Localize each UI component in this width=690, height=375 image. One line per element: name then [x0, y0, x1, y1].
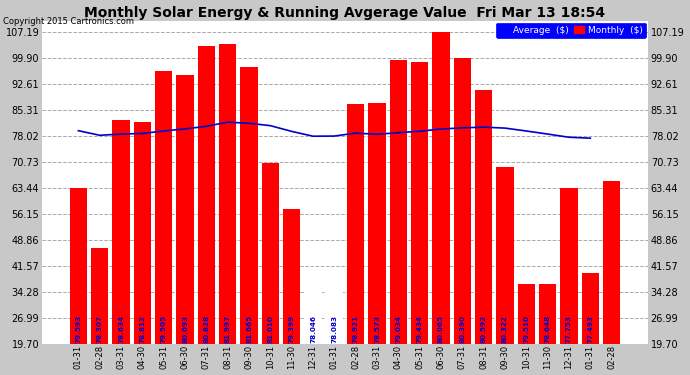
- Bar: [496, 166, 514, 375]
- Text: 79.593: 79.593: [75, 315, 81, 343]
- Text: 81.997: 81.997: [225, 315, 230, 343]
- Bar: [134, 122, 151, 375]
- Text: 77.753: 77.753: [566, 315, 572, 343]
- Text: 78.046: 78.046: [310, 315, 316, 343]
- Bar: [347, 104, 364, 375]
- Text: 80.322: 80.322: [502, 315, 508, 343]
- Bar: [283, 209, 300, 375]
- Bar: [539, 284, 556, 375]
- Text: 79.434: 79.434: [417, 315, 423, 343]
- Text: 79.399: 79.399: [288, 315, 295, 343]
- Bar: [262, 163, 279, 375]
- Text: 78.812: 78.812: [139, 315, 146, 343]
- Bar: [91, 249, 108, 375]
- Text: 81.665: 81.665: [246, 315, 252, 343]
- Text: 80.390: 80.390: [460, 315, 465, 343]
- Text: 78.921: 78.921: [353, 315, 359, 343]
- Text: 79.505: 79.505: [161, 315, 167, 343]
- Bar: [326, 284, 343, 375]
- Bar: [603, 181, 620, 375]
- Bar: [304, 291, 322, 375]
- Text: Copyright 2015 Cartronics.com: Copyright 2015 Cartronics.com: [3, 17, 135, 26]
- Bar: [390, 60, 407, 375]
- Text: 81.010: 81.010: [267, 315, 273, 343]
- Bar: [112, 120, 130, 375]
- Bar: [240, 67, 258, 375]
- Bar: [219, 44, 237, 375]
- Text: 78.648: 78.648: [544, 315, 551, 343]
- Text: 77.493: 77.493: [587, 315, 593, 343]
- Legend: Average  ($), Monthly  ($): Average ($), Monthly ($): [495, 22, 646, 38]
- Bar: [411, 62, 428, 375]
- Bar: [368, 102, 386, 375]
- Text: 79.510: 79.510: [523, 315, 529, 343]
- Text: 78.083: 78.083: [331, 315, 337, 343]
- Bar: [176, 75, 194, 375]
- Bar: [197, 46, 215, 375]
- Text: 80.065: 80.065: [438, 315, 444, 343]
- Title: Monthly Solar Energy & Running Avgerage Value  Fri Mar 13 18:54: Monthly Solar Energy & Running Avgerage …: [84, 6, 606, 20]
- Text: 80.093: 80.093: [182, 315, 188, 343]
- Bar: [582, 273, 599, 375]
- Text: 78.307: 78.307: [97, 315, 103, 343]
- Bar: [560, 188, 578, 375]
- Text: 80.828: 80.828: [204, 315, 209, 343]
- Bar: [70, 188, 87, 375]
- Bar: [453, 58, 471, 375]
- Text: 80.592: 80.592: [481, 315, 486, 343]
- Text: 79.034: 79.034: [395, 315, 402, 343]
- Bar: [432, 33, 450, 375]
- Bar: [155, 70, 172, 375]
- Text: 78.573: 78.573: [374, 315, 380, 343]
- Text: 78.634: 78.634: [118, 315, 124, 343]
- Bar: [475, 90, 493, 375]
- Bar: [518, 284, 535, 375]
